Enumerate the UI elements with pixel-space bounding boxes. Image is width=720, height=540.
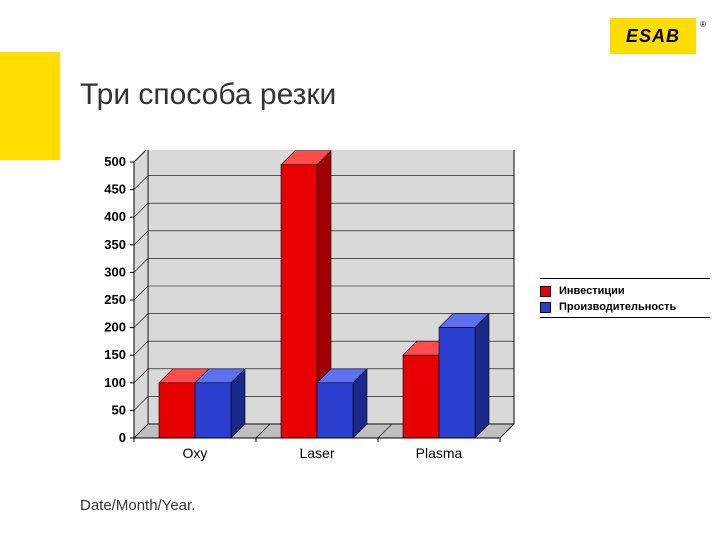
svg-text:100: 100: [104, 375, 126, 390]
chart-svg: 0 50 100 150 200 250 300 350 400 450 500 Oxy Laser Pl…: [80, 150, 520, 480]
slide-title: Три способа резки: [80, 78, 336, 112]
registered-mark: ®: [700, 20, 706, 29]
svg-text:450: 450: [104, 182, 126, 197]
legend-label: Производительность: [559, 301, 676, 313]
svg-text:500: 500: [104, 154, 126, 169]
legend-divider-bottom: [540, 317, 710, 318]
svg-text:250: 250: [104, 292, 126, 307]
svg-text:400: 400: [104, 209, 126, 224]
legend-swatch: [540, 302, 551, 313]
svg-text:0: 0: [119, 430, 126, 445]
svg-text:Laser: Laser: [299, 445, 334, 461]
footer-date: Date/Month/Year.: [80, 497, 195, 514]
legend-swatch: [540, 286, 551, 297]
svg-text:50: 50: [112, 402, 126, 417]
brand-yellow-bar: [0, 52, 60, 160]
svg-text:Plasma: Plasma: [416, 445, 463, 461]
svg-text:150: 150: [104, 347, 126, 362]
esab-logo: ESAB: [610, 18, 696, 54]
chart: 0 50 100 150 200 250 300 350 400 450 500 Oxy Laser Pl…: [80, 150, 520, 480]
legend: Инвестиции Производительность: [540, 278, 710, 324]
svg-text:300: 300: [104, 264, 126, 279]
legend-item: Производительность: [540, 301, 710, 313]
legend-item: Инвестиции: [540, 285, 710, 297]
svg-text:Oxy: Oxy: [183, 445, 208, 461]
legend-label: Инвестиции: [559, 285, 625, 297]
legend-divider-top: [540, 278, 710, 279]
svg-text:350: 350: [104, 237, 126, 252]
logo-text: ESAB: [626, 26, 680, 47]
svg-text:200: 200: [104, 320, 126, 335]
